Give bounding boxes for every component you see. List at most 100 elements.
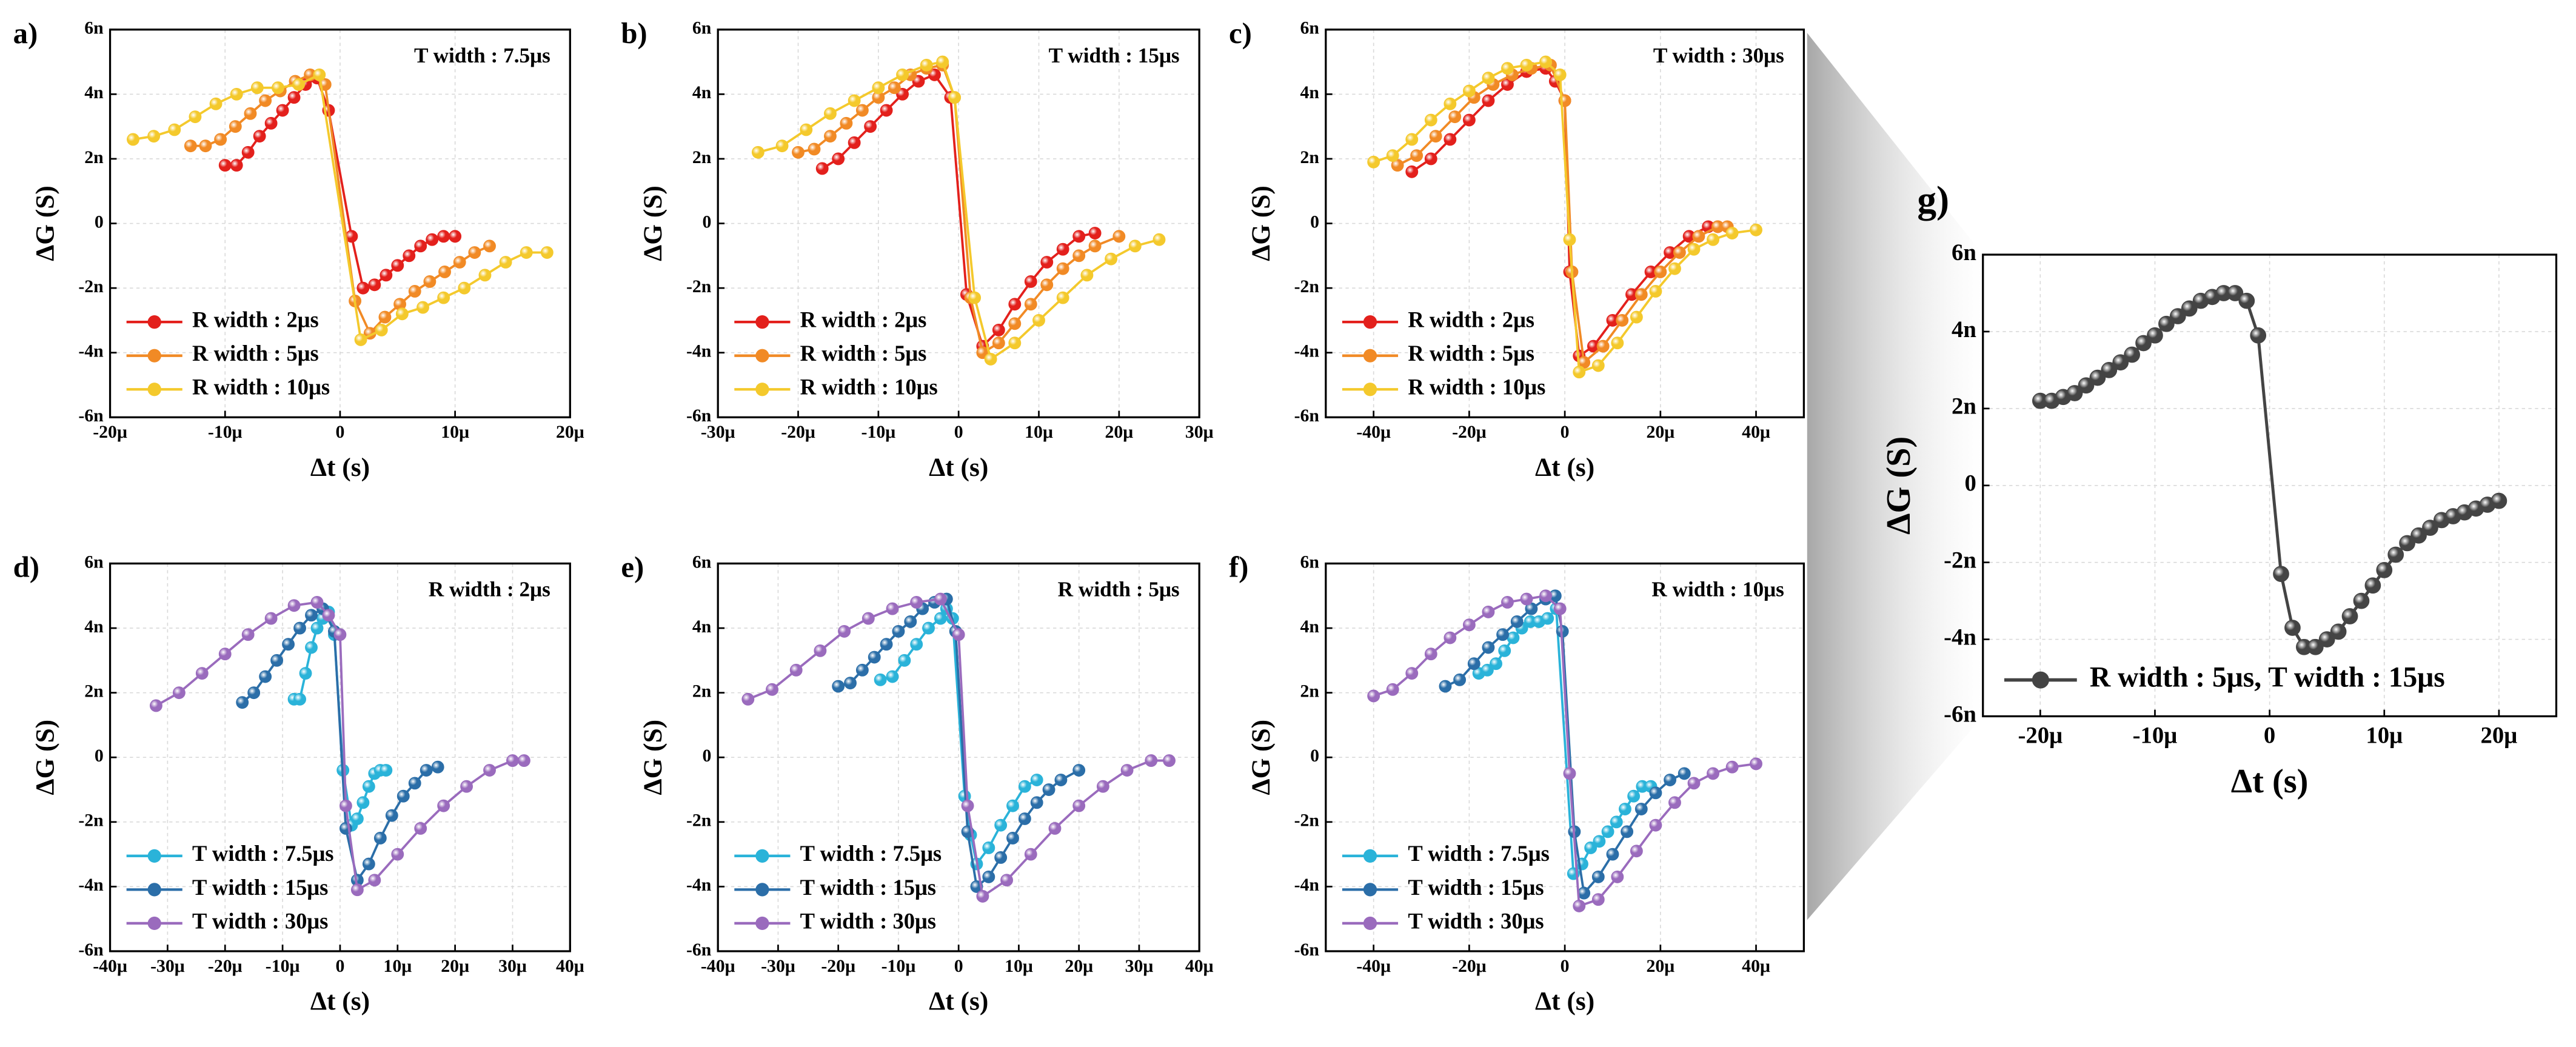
data-point — [892, 624, 905, 638]
series-line — [2040, 292, 2500, 649]
data-point — [1448, 110, 1462, 124]
legend-swatch-marker — [755, 849, 769, 863]
data-point — [982, 870, 995, 883]
data-point — [1008, 317, 1022, 330]
data-point — [1367, 155, 1380, 169]
data-point — [1510, 615, 1524, 628]
data-point — [1120, 764, 1134, 777]
series-line — [1373, 594, 1756, 908]
legend-swatch-marker — [755, 349, 769, 363]
y-tick-label: -6n — [1294, 406, 1320, 426]
data-point — [483, 239, 496, 253]
y-tick-label: 0 — [1310, 212, 1319, 232]
data-point — [1405, 165, 1419, 178]
x-tick-label: 40μ — [556, 956, 584, 976]
data-point — [814, 644, 827, 657]
data-point — [1634, 803, 1648, 815]
data-point — [1056, 243, 1069, 256]
data-point — [408, 777, 421, 790]
data-point — [1619, 803, 1631, 815]
data-point — [458, 281, 471, 295]
data-point — [1687, 777, 1701, 790]
data-point — [1018, 780, 1031, 793]
x-tick-label: 20μ — [1646, 422, 1674, 442]
data-point — [1673, 246, 1686, 259]
zoom-connector — [1807, 33, 1983, 920]
data-point — [380, 764, 393, 777]
panel: -6n -4n -2n 0 2n 4n 6n -20μ -10μ 0 10μ 20μ Δt (s) ΔG … — [1880, 179, 2558, 800]
data-point — [898, 654, 911, 667]
legend-label: T width : 15μs — [800, 875, 936, 900]
data-point — [2135, 335, 2152, 352]
data-point — [910, 596, 923, 609]
data-point — [936, 55, 949, 69]
data-point — [368, 278, 381, 292]
x-tick-label: 20μ — [1105, 422, 1133, 442]
y-tick-label: 6n — [692, 552, 712, 572]
plot-frame — [1325, 28, 1805, 418]
x-tick-label: -30μ — [701, 422, 735, 442]
data-point — [287, 91, 301, 104]
data-point — [229, 120, 242, 133]
legend-label: T width : 15μs — [192, 875, 328, 900]
x-tick-label: 10μ — [441, 422, 469, 442]
x-tick-label: -10μ — [882, 956, 916, 976]
data-point — [1750, 223, 1762, 236]
legend-swatch-marker — [755, 383, 769, 396]
series-line — [1373, 61, 1756, 374]
y-axis-label: ΔG (S) — [638, 720, 667, 795]
legend-swatch-marker — [147, 349, 161, 363]
data-point — [1611, 870, 1624, 883]
legend-label: R width : 5μs — [800, 341, 927, 366]
data-point — [2387, 546, 2404, 563]
data-point — [468, 246, 481, 259]
data-point — [438, 266, 451, 278]
data-point — [1541, 612, 1554, 625]
y-tick-label: 2n — [692, 681, 712, 701]
plot-area — [751, 55, 1166, 366]
y-tick-label: 6n — [692, 18, 712, 38]
x-tick-label: -40μ — [701, 956, 735, 976]
x-tick-label: 0 — [954, 956, 963, 976]
data-point — [838, 624, 851, 638]
data-point — [2169, 308, 2186, 324]
data-point — [2112, 354, 2129, 371]
data-point — [1024, 275, 1037, 288]
data-point — [1386, 683, 1399, 696]
y-tick-label: 6n — [1300, 552, 1320, 572]
x-tick-label: 30μ — [498, 956, 527, 976]
data-point — [1054, 774, 1068, 786]
data-point — [880, 104, 893, 117]
data-point — [1405, 133, 1419, 146]
y-tick-label: 0 — [95, 746, 104, 766]
y-tick-label: -2n — [686, 811, 712, 831]
plot-frame — [717, 28, 1200, 418]
legend-swatch-marker — [147, 916, 161, 931]
data-point — [1591, 359, 1605, 372]
plot-area — [741, 592, 1176, 903]
data-point — [2376, 562, 2393, 578]
data-point — [403, 249, 416, 263]
y-tick-label: 2n — [1952, 393, 1976, 420]
data-point — [1424, 113, 1437, 127]
data-point — [1386, 149, 1399, 162]
data-point — [1024, 298, 1037, 311]
data-point — [1040, 256, 1054, 269]
data-point — [896, 68, 909, 81]
data-point — [1750, 757, 1762, 771]
data-point — [520, 246, 533, 259]
data-point — [293, 621, 306, 635]
data-point — [1507, 631, 1520, 644]
data-point — [1539, 589, 1552, 603]
data-point — [1482, 605, 1495, 618]
data-point — [2158, 315, 2175, 332]
plot-area — [1367, 589, 1762, 912]
data-point — [1444, 97, 1457, 110]
legend-label: R width : 2μs — [192, 307, 319, 332]
data-point — [1630, 845, 1643, 858]
data-point — [354, 333, 367, 346]
data-point — [2307, 638, 2324, 655]
data-point — [230, 87, 243, 101]
panel-label: g) — [1917, 179, 1949, 221]
